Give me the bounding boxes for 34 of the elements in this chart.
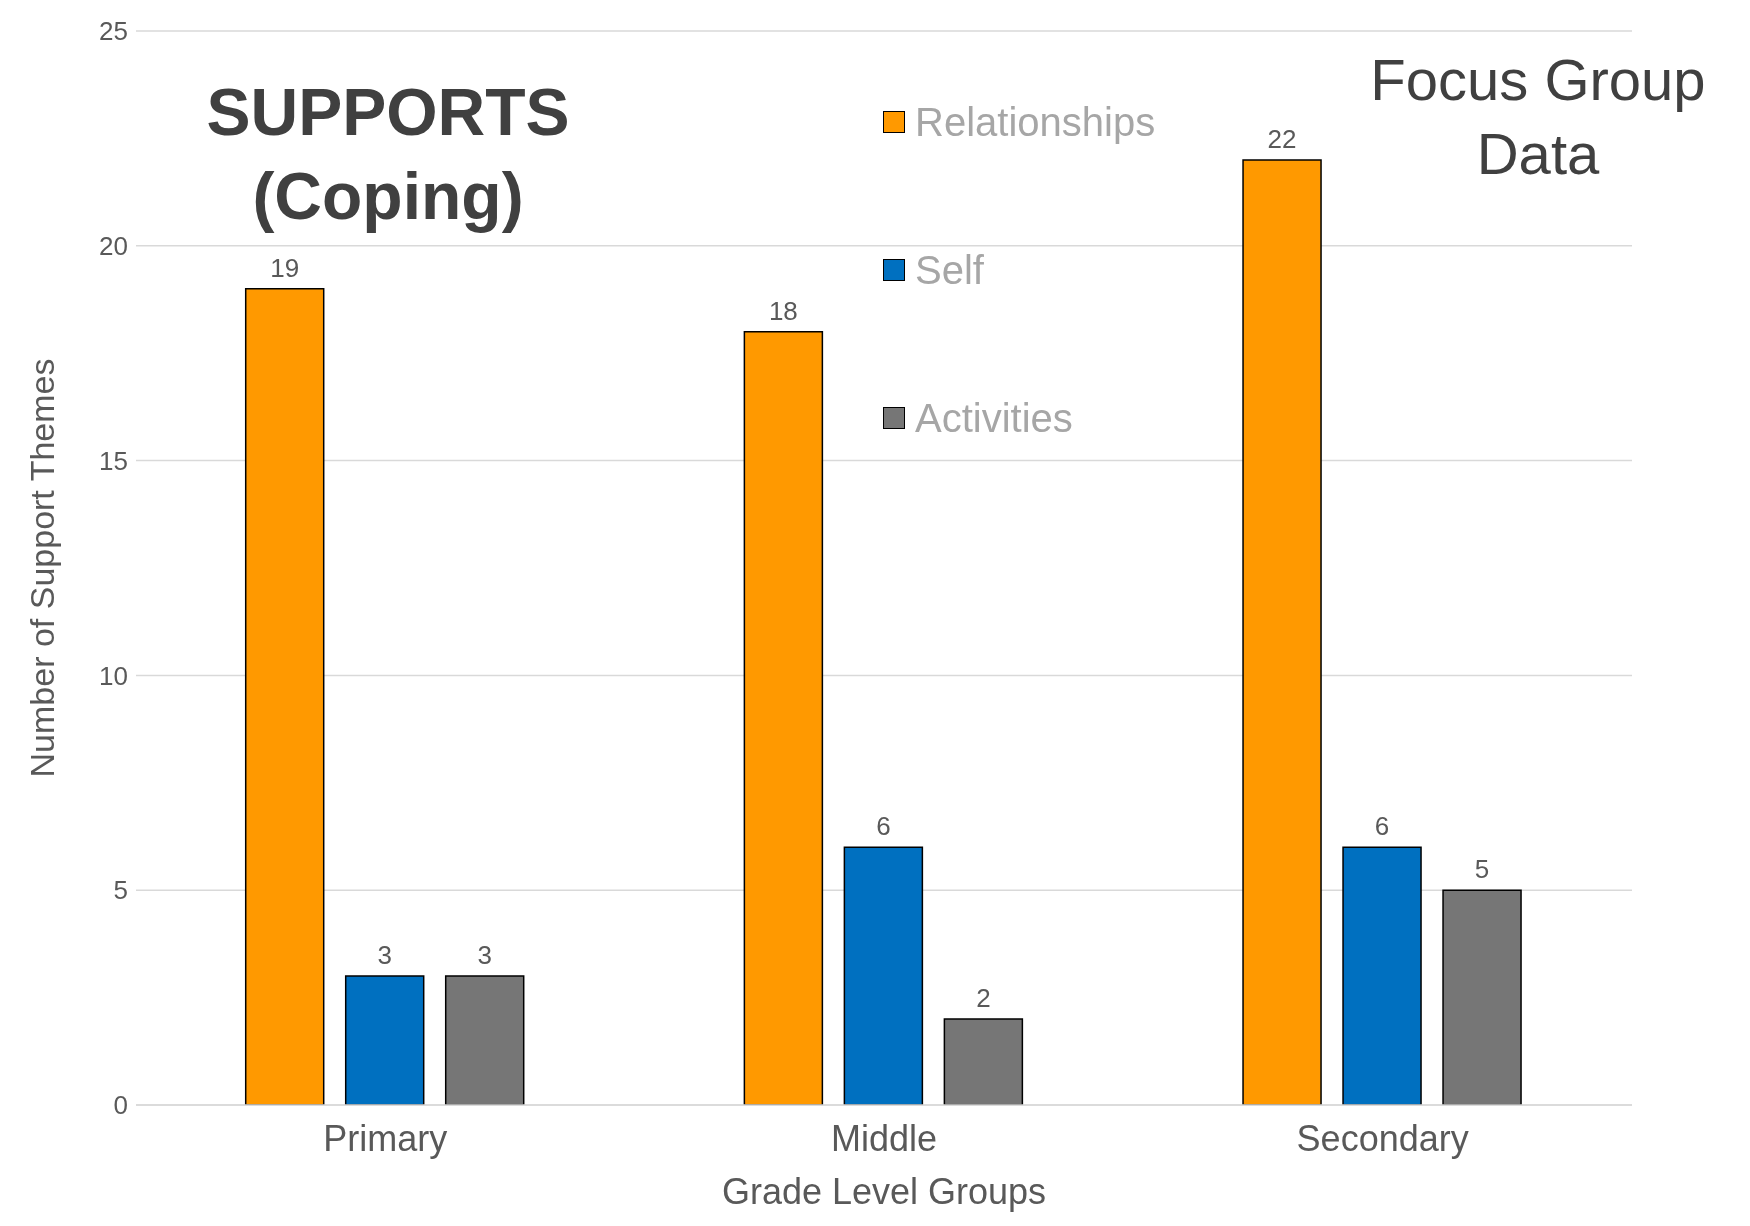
data-label: 22 [1267,123,1297,154]
bar [444,975,525,1105]
y-tick-label: 20 [99,231,128,262]
y-tick-label: 0 [113,1090,128,1121]
bar [344,975,425,1105]
bar [1242,159,1322,1105]
text: SUPPORTS (Coping) [205,74,571,235]
legend-label: Relationships [914,98,1156,146]
data-label: 2 [976,983,991,1014]
x-axis-title: Grade Level Groups [721,1171,1047,1212]
y-tick-label: 25 [99,16,128,47]
y-axis-title: Number of Support Themes [23,358,62,778]
x-tick-label: Middle [830,1117,938,1159]
legend-label: Activities [914,394,1074,442]
bar [244,288,325,1105]
bar [743,330,824,1105]
data-label: 5 [1474,854,1490,885]
data-label: 19 [270,252,300,283]
bar [1442,889,1522,1105]
data-label: 3 [377,940,392,971]
y-tick-label: 10 [99,660,128,691]
bar [1342,846,1422,1105]
x-tick-label: Secondary [1296,1117,1469,1159]
bar [943,1018,1024,1105]
data-label: 6 [876,811,891,842]
data-label: 3 [477,940,492,971]
y-tick-label: 5 [113,875,128,906]
data-label: 6 [1374,811,1390,842]
text: Focus Group Data [1369,46,1707,188]
y-tick-label: 15 [99,445,128,476]
x-tick-label: Primary [323,1117,448,1159]
legend-label: Self [914,246,985,294]
bar [843,846,924,1105]
data-label: 18 [768,295,798,326]
